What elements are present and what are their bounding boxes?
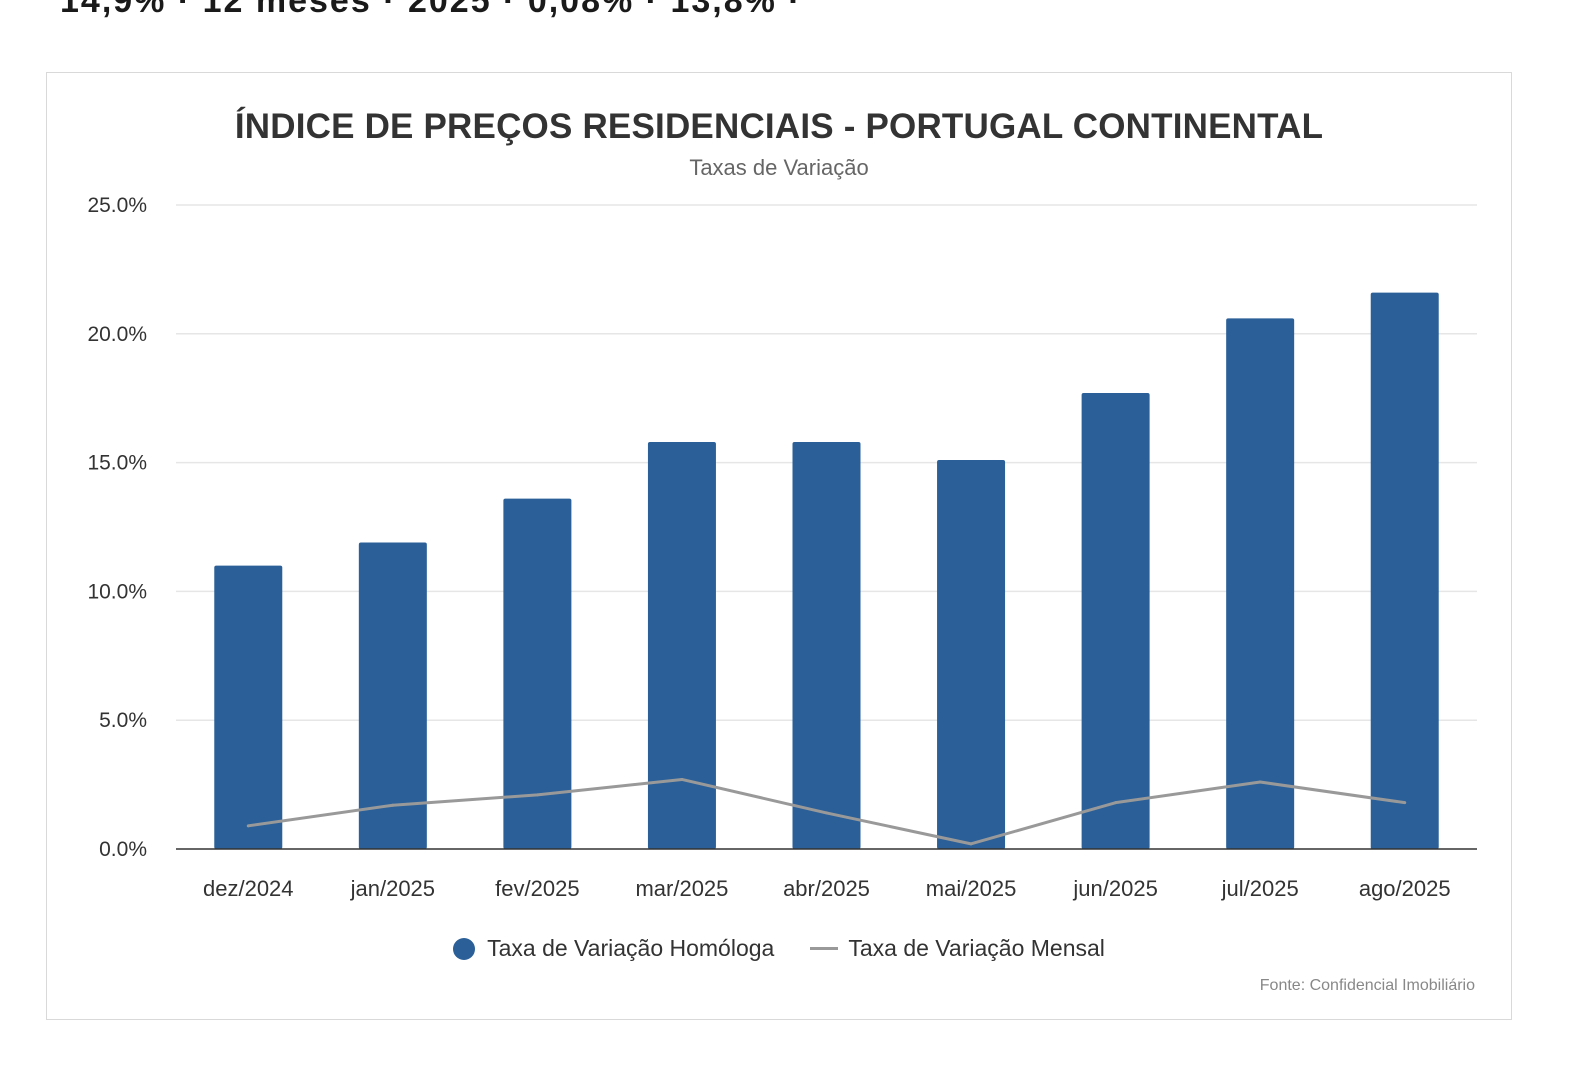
line-point-dez/2024[interactable] bbox=[246, 824, 250, 828]
legend-label: Taxa de Variação Homóloga bbox=[487, 935, 775, 961]
x-tick-label: abr/2025 bbox=[783, 876, 870, 901]
legend-line-icon bbox=[810, 947, 839, 950]
x-tick-label: dez/2024 bbox=[203, 876, 294, 901]
bar-jun/2025[interactable] bbox=[1081, 393, 1150, 849]
bar-mar/2025[interactable] bbox=[647, 441, 716, 849]
chart-card: ÍNDICE DE PREÇOS RESIDENCIAIS - PORTUGAL… bbox=[46, 72, 1512, 1020]
bar-ago/2025[interactable] bbox=[1370, 292, 1439, 849]
chart-title: ÍNDICE DE PREÇOS RESIDENCIAIS - PORTUGAL… bbox=[234, 107, 1324, 146]
x-tick-label: jul/2025 bbox=[1221, 876, 1299, 901]
line-point-fev/2025[interactable] bbox=[535, 793, 539, 797]
x-tick-label: mar/2025 bbox=[635, 876, 728, 901]
cropped-text: 14,9% · 12 meses · 2025 · 0,08% · 13,8% … bbox=[60, 0, 802, 20]
top-cropped-strip: 14,9% · 12 meses · 2025 · 0,08% · 13,8% … bbox=[0, 0, 1570, 30]
y-tick-label: 15.0% bbox=[87, 452, 147, 475]
y-tick-label: 20.0% bbox=[87, 323, 147, 346]
y-tick-label: 10.0% bbox=[87, 580, 147, 603]
y-tick-label: 0.0% bbox=[99, 838, 147, 861]
line-point-jun/2025[interactable] bbox=[1114, 801, 1118, 805]
x-tick-label: jan/2025 bbox=[350, 876, 435, 901]
chart-subtitle: Taxas de Variação bbox=[689, 155, 869, 180]
legend-item-mensal[interactable]: Taxa de Variação Mensal bbox=[810, 935, 1105, 962]
line-point-mar/2025[interactable] bbox=[680, 777, 684, 781]
bar-jul/2025[interactable] bbox=[1226, 318, 1295, 849]
y-tick-label: 25.0% bbox=[87, 194, 147, 217]
line-point-ago/2025[interactable] bbox=[1403, 801, 1407, 805]
line-point-jan/2025[interactable] bbox=[391, 803, 395, 807]
legend: Taxa de Variação Homóloga Taxa de Variaç… bbox=[47, 935, 1511, 962]
y-tick-label: 5.0% bbox=[99, 709, 147, 732]
y-axis-ticks: 0.0% 5.0% 10.0% 15.0% 20.0% 25.0% bbox=[87, 194, 147, 861]
x-tick-label: fev/2025 bbox=[495, 876, 579, 901]
line-point-jul/2025[interactable] bbox=[1258, 780, 1262, 784]
bar-series bbox=[214, 292, 1439, 849]
x-tick-label: jun/2025 bbox=[1072, 876, 1157, 901]
line-point-mai/2025[interactable] bbox=[969, 842, 973, 846]
bar-jan/2025[interactable] bbox=[358, 542, 427, 849]
bar-abr/2025[interactable] bbox=[792, 441, 861, 849]
legend-dot-icon bbox=[453, 937, 476, 960]
bar-dez/2024[interactable] bbox=[214, 565, 283, 849]
plot-area: 0.0% 5.0% 10.0% 15.0% 20.0% 25.0% dez/2024 jan… bbox=[87, 194, 1477, 901]
line-series bbox=[246, 777, 1407, 846]
x-axis-ticks: dez/2024 jan/2025 fev/2025 mar/2025 abr/2025… bbox=[203, 876, 1451, 901]
bar-mai/2025[interactable] bbox=[937, 460, 1006, 849]
legend-item-homologa[interactable]: Taxa de Variação Homóloga bbox=[453, 935, 774, 962]
line-point-abr/2025[interactable] bbox=[825, 811, 828, 815]
x-tick-label: ago/2025 bbox=[1359, 876, 1451, 901]
legend-label: Taxa de Variação Mensal bbox=[848, 935, 1105, 961]
source-credit: Fonte: Confidencial Imobiliário bbox=[1259, 977, 1475, 994]
bar-fev/2025[interactable] bbox=[503, 498, 572, 849]
x-tick-label: mai/2025 bbox=[926, 876, 1017, 901]
